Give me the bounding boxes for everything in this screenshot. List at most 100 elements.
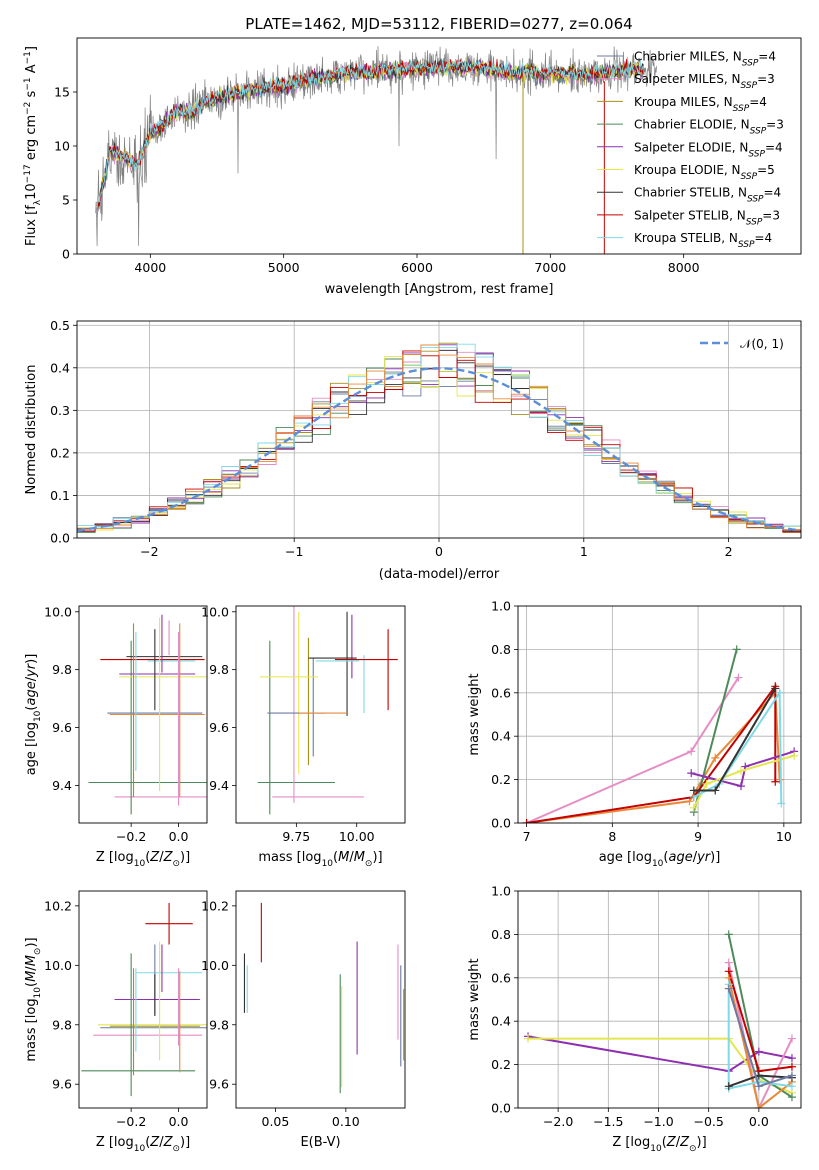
- y-tick-label: 0.4: [491, 1014, 511, 1029]
- y-axis-label: mass [log10(M/M⊙)]: [24, 937, 43, 1061]
- y-tick-label: 10.2: [201, 898, 229, 913]
- x-tick-label: 0: [435, 544, 443, 559]
- x-tick-label: −0.2: [116, 1114, 146, 1129]
- y-tick-label: 10.0: [201, 958, 229, 973]
- y-tick-label: 10.2: [44, 898, 72, 913]
- mass-weight-marker: [702, 779, 711, 788]
- legend-label: 𝒩(0, 1): [740, 337, 784, 351]
- x-tick-label: 6000: [401, 260, 433, 275]
- y-tick-label: 0.0: [50, 531, 70, 546]
- y-tick-label: 0.4: [491, 729, 511, 744]
- mass-weight-marker: [724, 984, 733, 993]
- y-tick-label: 9.4: [209, 778, 229, 793]
- x-axis-label: Z [log10(Z/Z⊙)]: [612, 1135, 706, 1154]
- y-tick-label: 0.6: [491, 970, 511, 985]
- mass-weight-marker: [787, 1071, 796, 1080]
- y-tick-label: 10.0: [44, 604, 72, 619]
- model-spectrum-line: [96, 59, 644, 211]
- y-tick-label: 9.4: [52, 778, 72, 793]
- gaussian-curve: [77, 367, 799, 532]
- x-tick-label: 0.10: [332, 1114, 360, 1129]
- x-tick-label: 0.05: [262, 1114, 290, 1129]
- y-tick-label: 9.8: [52, 662, 72, 677]
- x-tick-label: −0.2: [116, 829, 146, 844]
- mass-weight-marker: [687, 769, 696, 778]
- mass-weight-marker: [787, 1082, 796, 1091]
- axes-frame: [235, 605, 406, 824]
- mass-weight-marker: [771, 777, 780, 786]
- mass-weight-marker: [711, 786, 720, 795]
- mass-weight-marker: [775, 688, 784, 697]
- legend-label: Chabrier ELODIE, NSSP=3: [634, 118, 784, 137]
- x-tick-label: 0.0: [169, 1114, 189, 1129]
- axes-frame: [235, 890, 406, 1109]
- y-tick-label: 0.2: [491, 1057, 511, 1072]
- x-tick-label: 10: [776, 829, 792, 844]
- x-tick-label: −1.5: [593, 1114, 623, 1129]
- y-axis-label: mass weight: [467, 673, 482, 755]
- mass-weight-line: [727, 977, 793, 1108]
- mass-weight-marker: [689, 803, 698, 812]
- plot-area-1: [77, 321, 801, 538]
- mass-weight-marker: [787, 1093, 796, 1102]
- x-tick-label: 0.0: [169, 829, 189, 844]
- x-tick-label: 0.0: [749, 1114, 769, 1129]
- legend-label: Chabrier STELIB, NSSP=4: [634, 186, 781, 205]
- y-axis-label: age [log10(age/yr)]: [24, 654, 43, 776]
- mass-weight-marker: [754, 1082, 763, 1091]
- legend-label: Salpeter MILES, NSSP=3: [634, 72, 775, 91]
- mass-weight-marker: [724, 930, 733, 939]
- y-tick-label: 9.6: [52, 720, 72, 735]
- legend-label: Chabrier MILES, NSSP=4: [634, 50, 776, 69]
- x-tick-label: 8000: [668, 260, 700, 275]
- mass-weight-marker: [777, 799, 786, 808]
- y-axis-label: mass weight: [467, 958, 482, 1040]
- mass-weight-marker: [524, 1034, 533, 1043]
- mass-weight-marker: [787, 1034, 796, 1043]
- x-axis-label: E(B-V): [300, 1135, 340, 1150]
- mass-weight-marker: [711, 753, 720, 762]
- x-axis-label: age [log10(age/yr)]: [599, 850, 721, 869]
- y-tick-label: 0.8: [491, 927, 511, 942]
- x-axis-label: Z [log10(Z/Z⊙)]: [96, 850, 190, 869]
- y-tick-label: 10: [54, 139, 70, 154]
- y-tick-label: 9.6: [52, 1077, 72, 1092]
- plot-area-7: [518, 891, 801, 1108]
- mass-weight-line: [526, 683, 777, 823]
- x-tick-label: 2: [725, 544, 733, 559]
- mass-weight-marker: [736, 766, 745, 775]
- mass-weight-marker: [754, 1047, 763, 1056]
- y-tick-label: 0.8: [491, 642, 511, 657]
- x-tick-label: 8: [608, 829, 616, 844]
- mass-weight-line: [526, 677, 740, 823]
- y-tick-label: 15: [54, 85, 70, 100]
- x-tick-label: 4000: [134, 260, 166, 275]
- axes-frame: [517, 605, 802, 824]
- y-tick-label: 10.0: [201, 604, 229, 619]
- model-spectrum-line: [96, 59, 644, 212]
- legend-label: Kroupa ELODIE, NSSP=5: [634, 163, 775, 182]
- mass-weight-marker: [754, 1104, 763, 1108]
- legend-label: Kroupa MILES, NSSP=4: [634, 95, 767, 114]
- mass-weight-marker: [689, 786, 698, 795]
- legend-label: Kroupa STELIB, NSSP=4: [634, 231, 772, 250]
- y-tick-label: 9.8: [209, 1017, 229, 1032]
- x-axis-label: mass [log10(M/M⊙)]: [258, 850, 382, 869]
- x-tick-label: −2: [140, 544, 158, 559]
- y-tick-label: 9.8: [209, 662, 229, 677]
- y-tick-label: 0.6: [491, 685, 511, 700]
- y-tick-label: 10.0: [44, 958, 72, 973]
- plot-area-3: [257, 606, 398, 815]
- mass-weight-marker: [734, 673, 743, 682]
- mass-weight-marker: [732, 645, 741, 654]
- x-tick-label: 1: [580, 544, 588, 559]
- mass-weight-marker: [771, 684, 780, 693]
- x-tick-label: 9: [694, 829, 702, 844]
- legend-label: Salpeter ELODIE, NSSP=4: [634, 140, 783, 159]
- x-tick-label: −0.5: [693, 1114, 723, 1129]
- mass-weight-marker: [787, 1054, 796, 1063]
- plot-area-4: [518, 606, 801, 823]
- mass-weight-line: [727, 984, 793, 1090]
- axes-frame: [78, 890, 208, 1109]
